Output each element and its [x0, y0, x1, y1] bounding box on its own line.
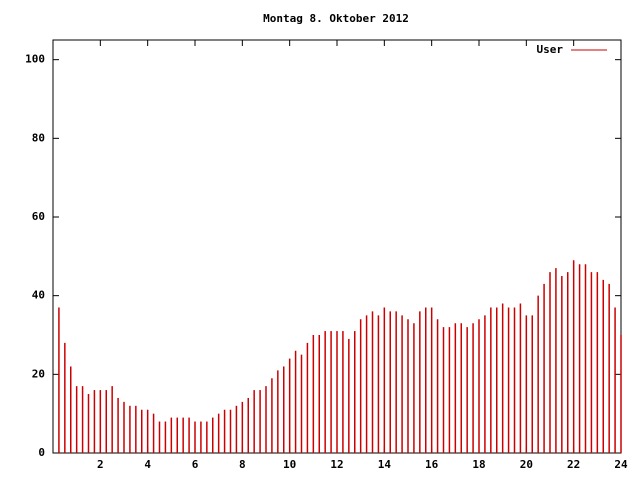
x-tick-label: 24 — [614, 458, 628, 471]
x-tick-label: 20 — [520, 458, 533, 471]
x-tick-label: 22 — [567, 458, 580, 471]
y-tick-label: 0 — [38, 446, 45, 459]
x-tick-label: 2 — [97, 458, 104, 471]
x-tick-label: 10 — [283, 458, 296, 471]
y-tick-label: 40 — [32, 289, 45, 302]
x-tick-label: 18 — [472, 458, 485, 471]
legend-label: User — [537, 43, 564, 56]
y-tick-label: 80 — [32, 131, 45, 144]
x-tick-label: 16 — [425, 458, 439, 471]
x-tick-label: 4 — [144, 458, 151, 471]
x-tick-label: 14 — [378, 458, 392, 471]
y-tick-label: 100 — [25, 53, 45, 66]
y-tick-label: 20 — [32, 367, 45, 380]
x-tick-label: 8 — [239, 458, 246, 471]
x-tick-label: 12 — [330, 458, 343, 471]
chart-title: Montag 8. Oktober 2012 — [263, 12, 409, 25]
y-tick-label: 60 — [32, 210, 45, 223]
x-tick-label: 6 — [192, 458, 199, 471]
